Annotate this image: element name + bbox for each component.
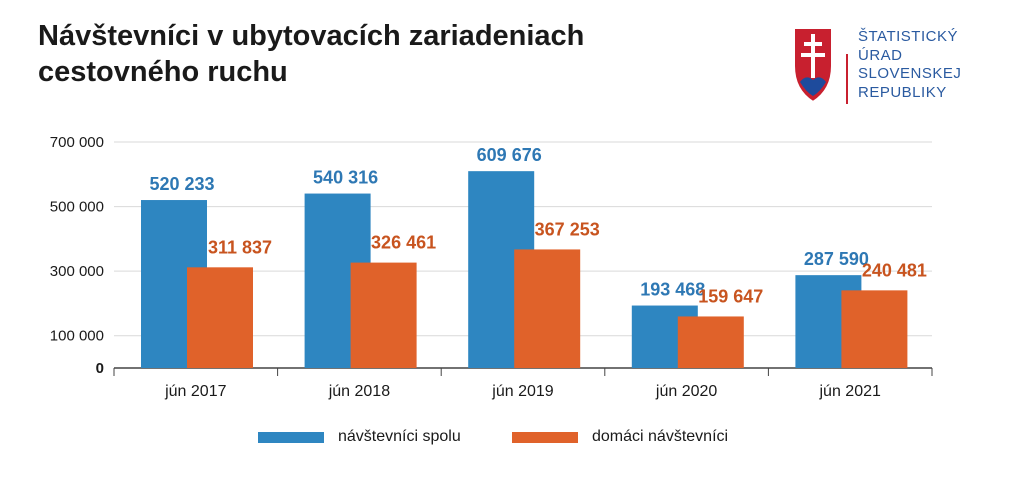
bar-domestic xyxy=(841,290,908,368)
x-tick-label: jún 2020 xyxy=(655,383,717,400)
data-label-domestic: 159 647 xyxy=(698,286,763,306)
legend-label-total: návštevníci spolu xyxy=(338,428,461,445)
x-tick-label: jún 2017 xyxy=(164,383,226,400)
logo-line-2: ÚRAD xyxy=(858,46,903,64)
x-tick-label: jún 2021 xyxy=(819,383,881,400)
data-label-domestic: 367 253 xyxy=(535,219,600,239)
logo-line-4: REPUBLIKY xyxy=(858,83,947,101)
legend-swatch-total xyxy=(258,431,324,443)
data-label-total: 540 316 xyxy=(313,168,378,188)
data-label-total: 287 590 xyxy=(804,249,869,269)
y-tick-label: 100 000 xyxy=(50,328,104,345)
legend-swatch-domestic xyxy=(512,431,578,443)
data-label-domestic: 240 481 xyxy=(862,260,927,280)
data-label-domestic: 311 837 xyxy=(208,237,272,257)
chart-title: Návštevníci v ubytovacích zariadeniach c… xyxy=(38,18,678,90)
slovak-coat-of-arms-icon xyxy=(793,27,833,104)
data-label-total: 609 676 xyxy=(477,145,542,165)
x-tick-label: jún 2019 xyxy=(491,383,553,400)
logo-line-3: SLOVENSKEJ xyxy=(858,65,962,82)
data-label-total: 193 468 xyxy=(640,280,705,300)
logo-line-1: ŠTATISTICKÝ xyxy=(858,28,958,45)
bar-domestic xyxy=(350,262,417,368)
y-tick-label: 300 000 xyxy=(50,263,104,280)
logo-text: ŠTATISTICKÝ ÚRAD SLOVENSKEJ REPUBLIKY xyxy=(858,28,961,102)
title-line-2: cestovného ruchu xyxy=(38,56,288,88)
y-tick-label: 700 000 xyxy=(50,134,104,151)
bar-domestic xyxy=(677,316,744,368)
y-tick-label: 0 xyxy=(96,360,104,377)
logo-divider xyxy=(846,54,848,104)
legend-item-total: návštevníci spolu xyxy=(258,428,461,446)
data-label-total: 520 233 xyxy=(149,174,214,194)
legend-label-domestic: domáci návštevníci xyxy=(592,428,729,445)
y-tick-label: 500 000 xyxy=(50,199,104,216)
bar-domestic xyxy=(187,267,253,368)
title-line-1: Návštevníci v ubytovacích zariadeniach xyxy=(38,20,585,52)
x-tick-label: jún 2018 xyxy=(328,383,390,400)
legend-item-domestic: domáci návštevníci xyxy=(512,428,728,446)
data-label-domestic: 326 461 xyxy=(371,233,436,253)
bar-domestic xyxy=(514,249,581,368)
